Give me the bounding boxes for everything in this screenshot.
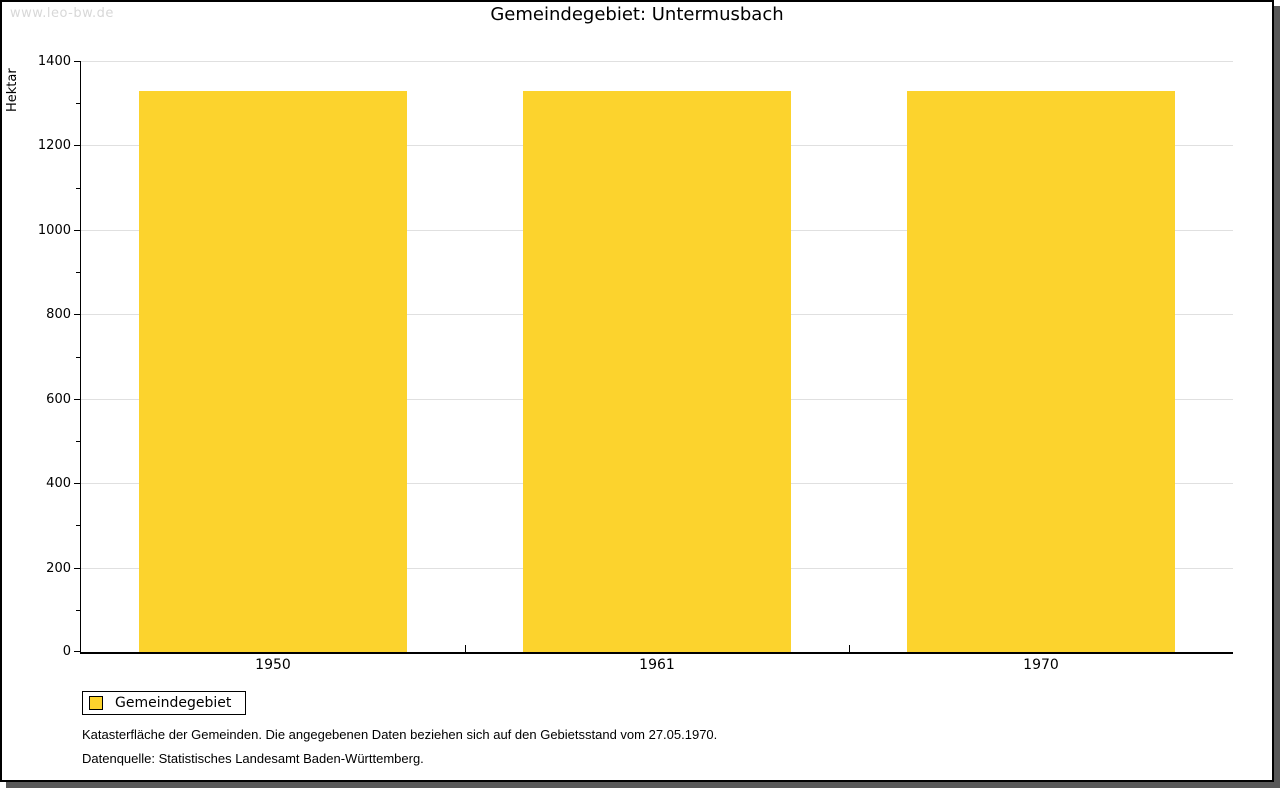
bar-1970 <box>907 91 1175 652</box>
y-tick-400 <box>74 483 81 484</box>
legend-swatch-icon <box>89 696 103 710</box>
bar-1961 <box>523 91 791 652</box>
watermark: www.leo-bw.de <box>10 6 114 21</box>
y-minor-tick-1100 <box>76 188 81 189</box>
x-tick-label-1970: 1970 <box>1023 657 1059 673</box>
x-boundary-tick-1 <box>465 645 466 652</box>
gridline-1400 <box>81 61 1233 62</box>
y-tick-0 <box>74 651 81 652</box>
y-tick-600 <box>74 399 81 400</box>
x-boundary-tick-2 <box>849 645 850 652</box>
y-minor-tick-1300 <box>76 103 81 104</box>
y-minor-tick-900 <box>76 272 81 273</box>
bar-1950 <box>139 91 407 652</box>
footnote-source: Datenquelle: Statistisches Landesamt Bad… <box>82 751 424 766</box>
y-tick-label-1000: 1000 <box>37 223 71 238</box>
y-tick-label-1200: 1200 <box>37 138 71 153</box>
y-minor-tick-700 <box>76 357 81 358</box>
y-tick-label-600: 600 <box>46 392 71 407</box>
y-tick-label-800: 800 <box>46 307 71 322</box>
y-tick-1000 <box>74 230 81 231</box>
plot-area: 0 200 400 600 800 1000 1200 1400 1950 1961 1970 <box>38 55 1233 673</box>
y-tick-1400 <box>74 61 81 62</box>
y-tick-200 <box>74 568 81 569</box>
y-tick-800 <box>74 314 81 315</box>
x-tick-label-1950: 1950 <box>255 657 291 673</box>
y-minor-tick-100 <box>76 610 81 611</box>
y-tick-label-1400: 1400 <box>37 54 71 69</box>
y-tick-1200 <box>74 145 81 146</box>
legend-label: Gemeindegebiet <box>115 695 232 711</box>
x-tick-label-1961: 1961 <box>639 657 675 673</box>
chart-title: Gemeindegebiet: Untermusbach <box>490 4 784 25</box>
y-minor-tick-300 <box>76 525 81 526</box>
y-minor-tick-500 <box>76 441 81 442</box>
y-tick-label-0: 0 <box>62 644 71 659</box>
footnote-description: Katasterfläche der Gemeinden. Die angege… <box>82 727 718 742</box>
y-tick-label-200: 200 <box>46 561 71 576</box>
y-tick-label-400: 400 <box>46 476 71 491</box>
legend: Gemeindegebiet <box>82 691 247 715</box>
